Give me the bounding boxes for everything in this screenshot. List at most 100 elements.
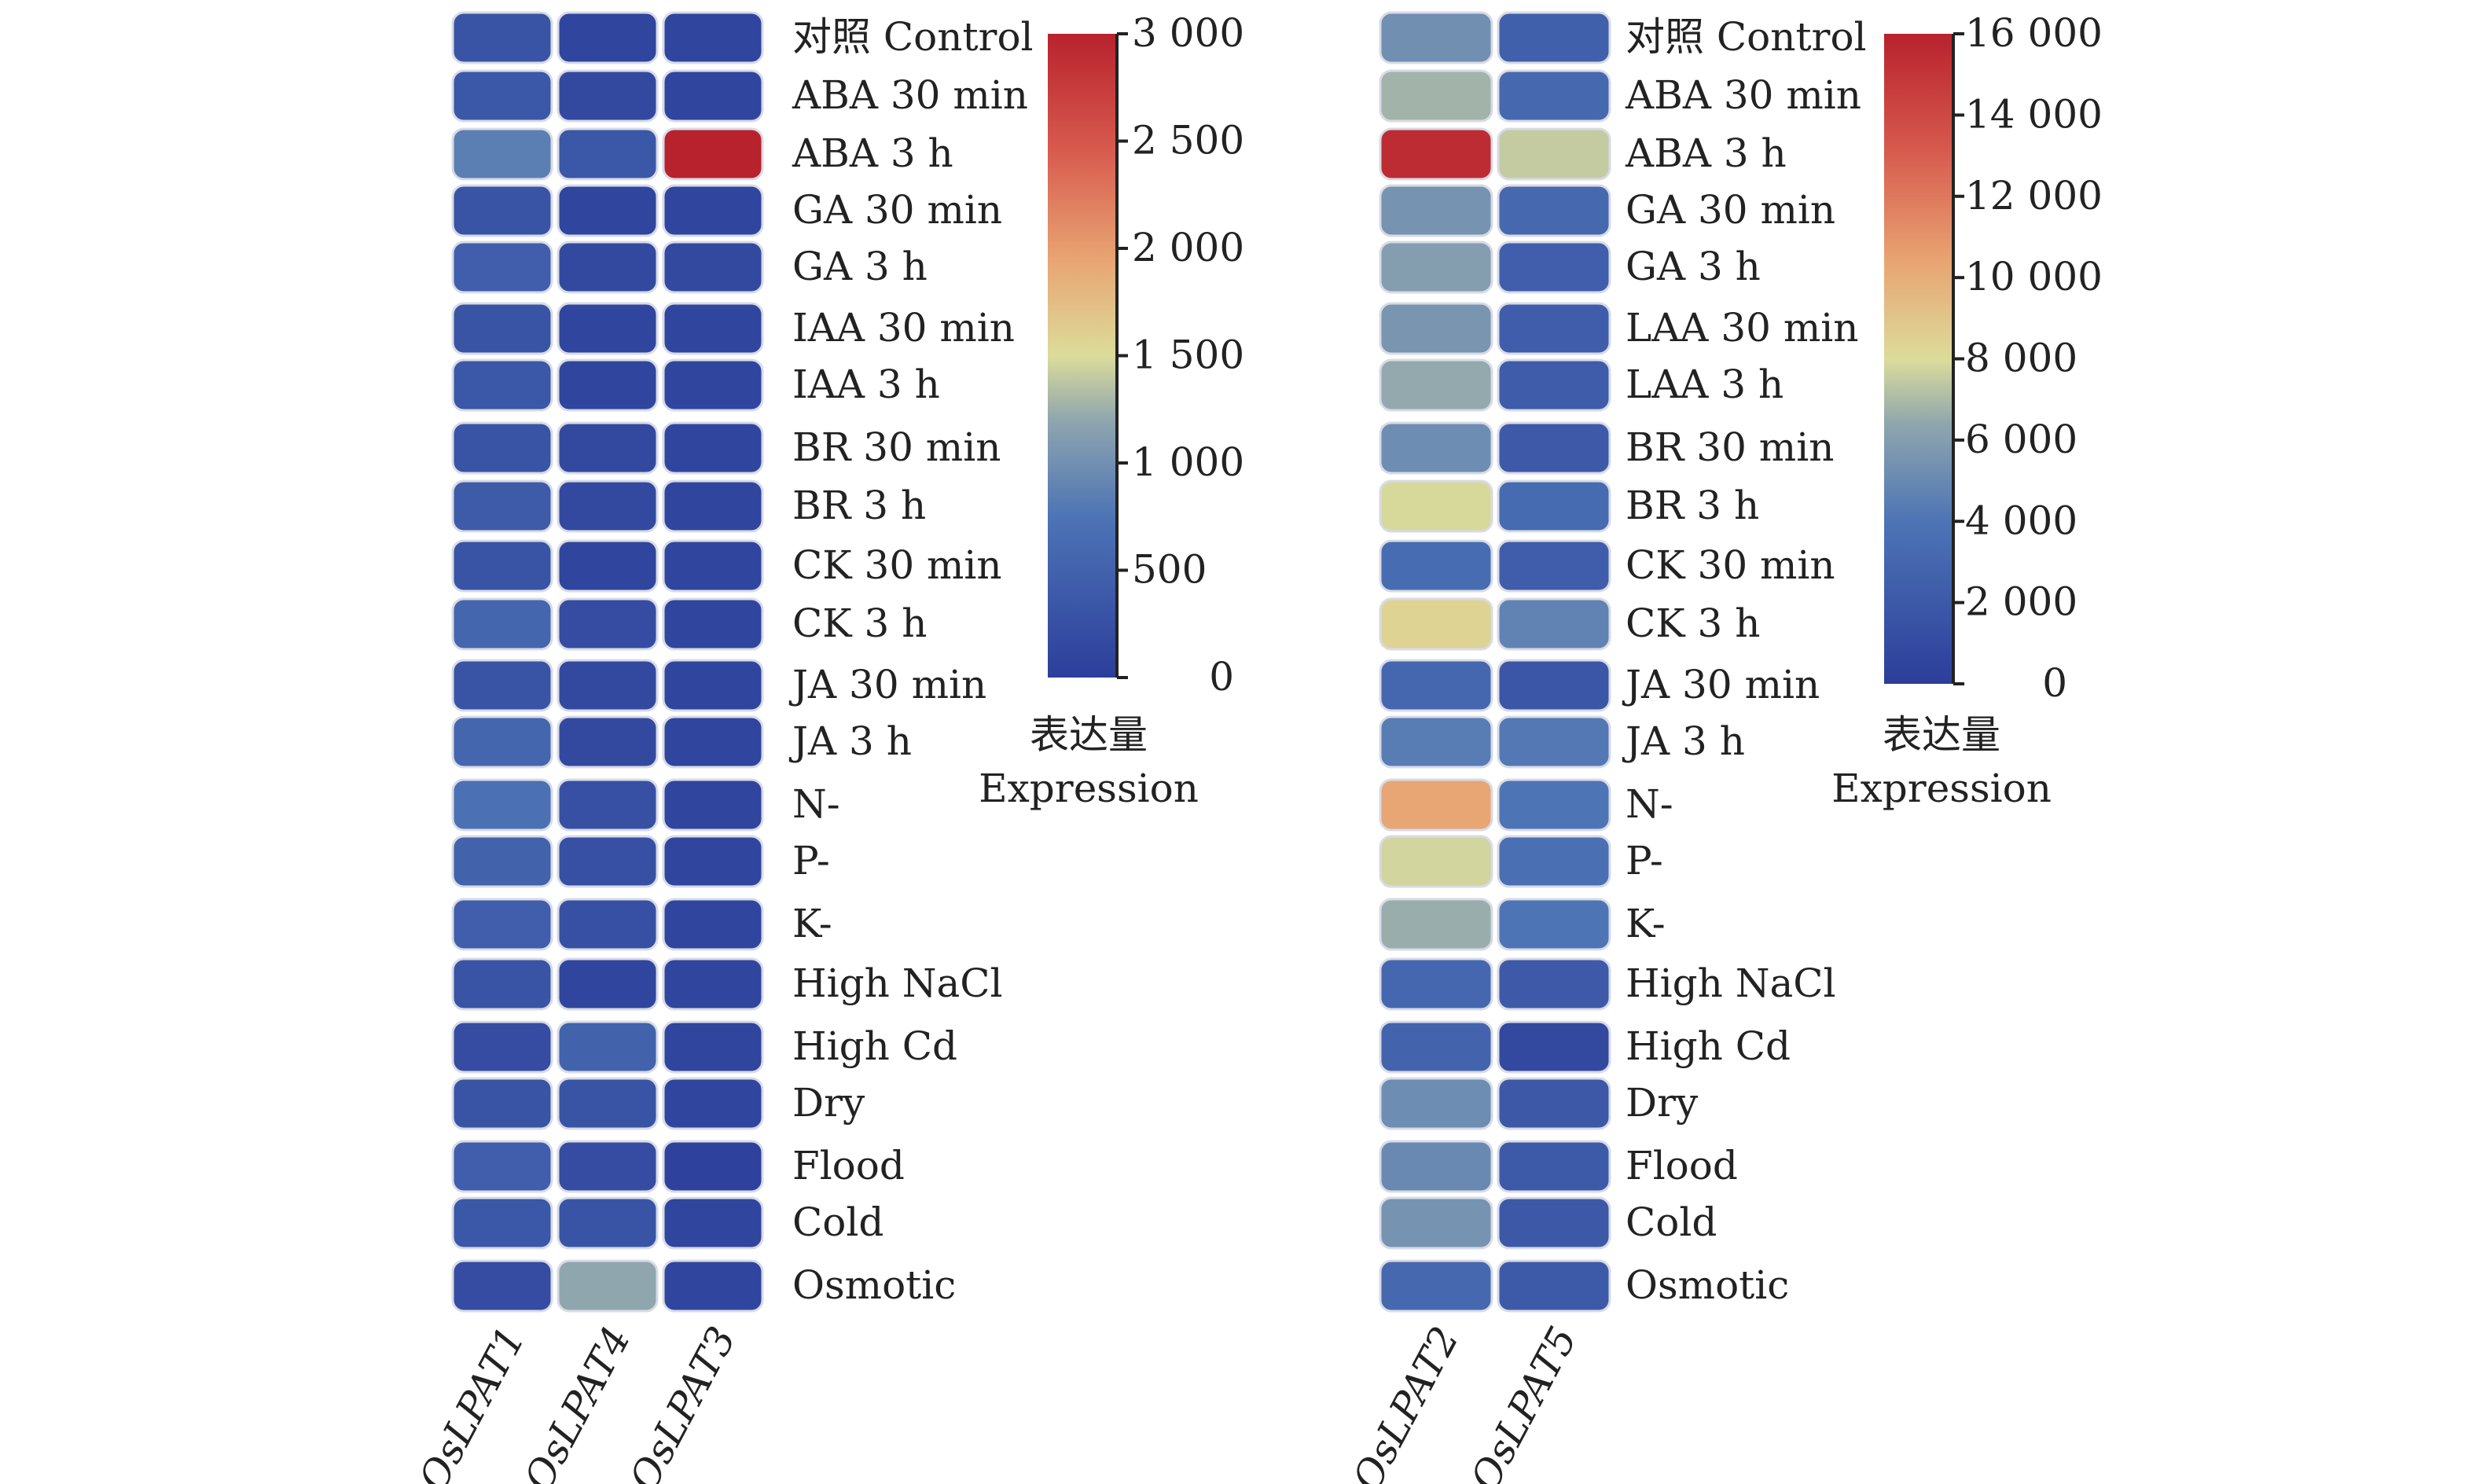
heatmap-cell xyxy=(1497,898,1611,951)
heatmap-cell xyxy=(1497,479,1611,533)
row-label: LAA 30 min xyxy=(1626,305,1858,351)
row-label: Cold xyxy=(1626,1199,1717,1245)
heatmap-cell xyxy=(1379,421,1493,475)
column-label: OsLPAT3 xyxy=(621,1319,745,1484)
heatmap-cell xyxy=(557,358,659,412)
row-label: K- xyxy=(792,901,832,946)
heatmap-cell xyxy=(557,1020,659,1074)
heatmap-cell xyxy=(1497,1196,1611,1250)
colorbar-tick-label: 16 000 xyxy=(1965,10,2103,56)
heatmap-cell xyxy=(557,898,659,951)
heatmap-cell xyxy=(451,778,553,832)
heatmap-cell xyxy=(557,241,659,294)
heatmap-cell xyxy=(451,539,553,593)
heatmap-cell xyxy=(662,1259,764,1313)
heatmap-cell xyxy=(451,835,553,888)
heatmap-cell xyxy=(451,184,553,237)
heatmap-cell xyxy=(662,241,764,294)
colorbar-label-cn: 表达量 xyxy=(1883,712,2000,758)
colorbar-label-en: Expression xyxy=(1831,766,2052,811)
row-label: P- xyxy=(1626,838,1663,883)
heatmap-cell xyxy=(557,539,659,593)
row-label: P- xyxy=(792,838,830,883)
heatmap-cell xyxy=(557,421,659,475)
heatmap-cell xyxy=(1379,302,1493,355)
colorbar-tick-label: 1 000 xyxy=(1132,439,1244,485)
heatmap-panel-2: 对照 Control ABA 30 min ABA 3 h GA 30 min GA 3… xyxy=(1344,10,2103,1484)
column-label: OsLPAT4 xyxy=(516,1319,640,1484)
heatmap-cell xyxy=(662,835,764,888)
colorbar-tick-label: 4 000 xyxy=(1965,498,2077,543)
heatmap-cell xyxy=(1379,778,1493,832)
heatmap-cell xyxy=(451,302,553,355)
heatmap-cell xyxy=(557,659,659,712)
heatmap-cell xyxy=(451,358,553,412)
heatmap-cell xyxy=(1379,659,1493,712)
heatmap-panel-1: 对照 Control ABA 30 min ABA 3 h GA 30 min GA 3… xyxy=(410,10,1245,1484)
row-label: 对照 Control xyxy=(1626,14,1867,60)
row-label: CK 30 min xyxy=(792,542,1002,588)
row-label: GA 30 min xyxy=(792,187,1002,233)
heatmap-cell xyxy=(662,127,764,181)
colorbar-tick-label: 6 000 xyxy=(1965,417,2077,462)
row-label: CK 30 min xyxy=(1626,542,1835,588)
heatmap-cell xyxy=(557,302,659,355)
heatmap-cell xyxy=(1497,1077,1611,1130)
colorbar-tick-label: 2 000 xyxy=(1965,579,2077,625)
colorbar-label-cn: 表达量 xyxy=(1030,712,1148,758)
colorbar-tick-label: 1 500 xyxy=(1132,332,1244,378)
row-label: Cold xyxy=(792,1199,883,1245)
heatmap-cell xyxy=(662,1140,764,1193)
heatmap-cell xyxy=(451,597,553,651)
heatmap-cell xyxy=(662,421,764,475)
heatmap-cell xyxy=(1497,184,1611,237)
heatmap-cell xyxy=(451,898,553,951)
column-label: OsLPAT1 xyxy=(410,1319,535,1484)
row-label: JA 30 min xyxy=(788,662,986,707)
heatmap-cell xyxy=(662,957,764,1011)
heatmap-cell xyxy=(662,184,764,237)
row-label: Dry xyxy=(1626,1080,1699,1126)
colorbar xyxy=(1048,34,1115,678)
row-label: GA 3 h xyxy=(792,244,928,289)
heatmap-cell xyxy=(557,1140,659,1193)
row-label: Osmotic xyxy=(1626,1262,1789,1308)
heatmap-cell xyxy=(1497,421,1611,475)
heatmap-cell xyxy=(451,11,553,64)
row-label: ABA 3 h xyxy=(792,130,953,176)
row-label: BR 3 h xyxy=(792,483,926,528)
heatmap-cell xyxy=(662,898,764,951)
heatmap-cell xyxy=(1379,1077,1493,1130)
heatmap-cell xyxy=(557,835,659,888)
heatmap-cell xyxy=(662,715,764,769)
heatmap-cell xyxy=(662,302,764,355)
heatmap-cell xyxy=(557,11,659,64)
row-label: JA 3 h xyxy=(788,718,912,764)
colorbar-tick-label: 8 000 xyxy=(1965,336,2077,381)
heatmap-cell xyxy=(451,659,553,712)
row-label: BR 3 h xyxy=(1626,483,1759,528)
heatmap-cell xyxy=(662,1077,764,1130)
heatmap-cell xyxy=(1379,241,1493,294)
row-label: High Cd xyxy=(1626,1023,1791,1069)
row-label: GA 30 min xyxy=(1626,187,1835,233)
row-label: ABA 3 h xyxy=(1625,130,1787,176)
heatmap-cell xyxy=(1379,715,1493,769)
heatmap-cell xyxy=(662,597,764,651)
heatmap-cell xyxy=(1379,1259,1493,1313)
heatmap-cell xyxy=(1497,1259,1611,1313)
heatmap-cell xyxy=(1497,127,1611,181)
row-label: ABA 30 min xyxy=(792,72,1028,118)
row-label: LAA 3 h xyxy=(1626,362,1784,407)
row-label: JA 3 h xyxy=(1622,718,1745,764)
heatmap-cell xyxy=(1379,69,1493,123)
heatmap-cell xyxy=(451,479,553,533)
heatmap-cell xyxy=(557,1196,659,1250)
heatmap-cell xyxy=(451,1196,553,1250)
colorbar-tick-label: 14 000 xyxy=(1965,91,2103,137)
heatmap-cell xyxy=(1497,241,1611,294)
colorbar-tick-label: 2 500 xyxy=(1132,118,1244,163)
heatmap-cell xyxy=(662,659,764,712)
heatmap-cell xyxy=(1497,1020,1611,1074)
